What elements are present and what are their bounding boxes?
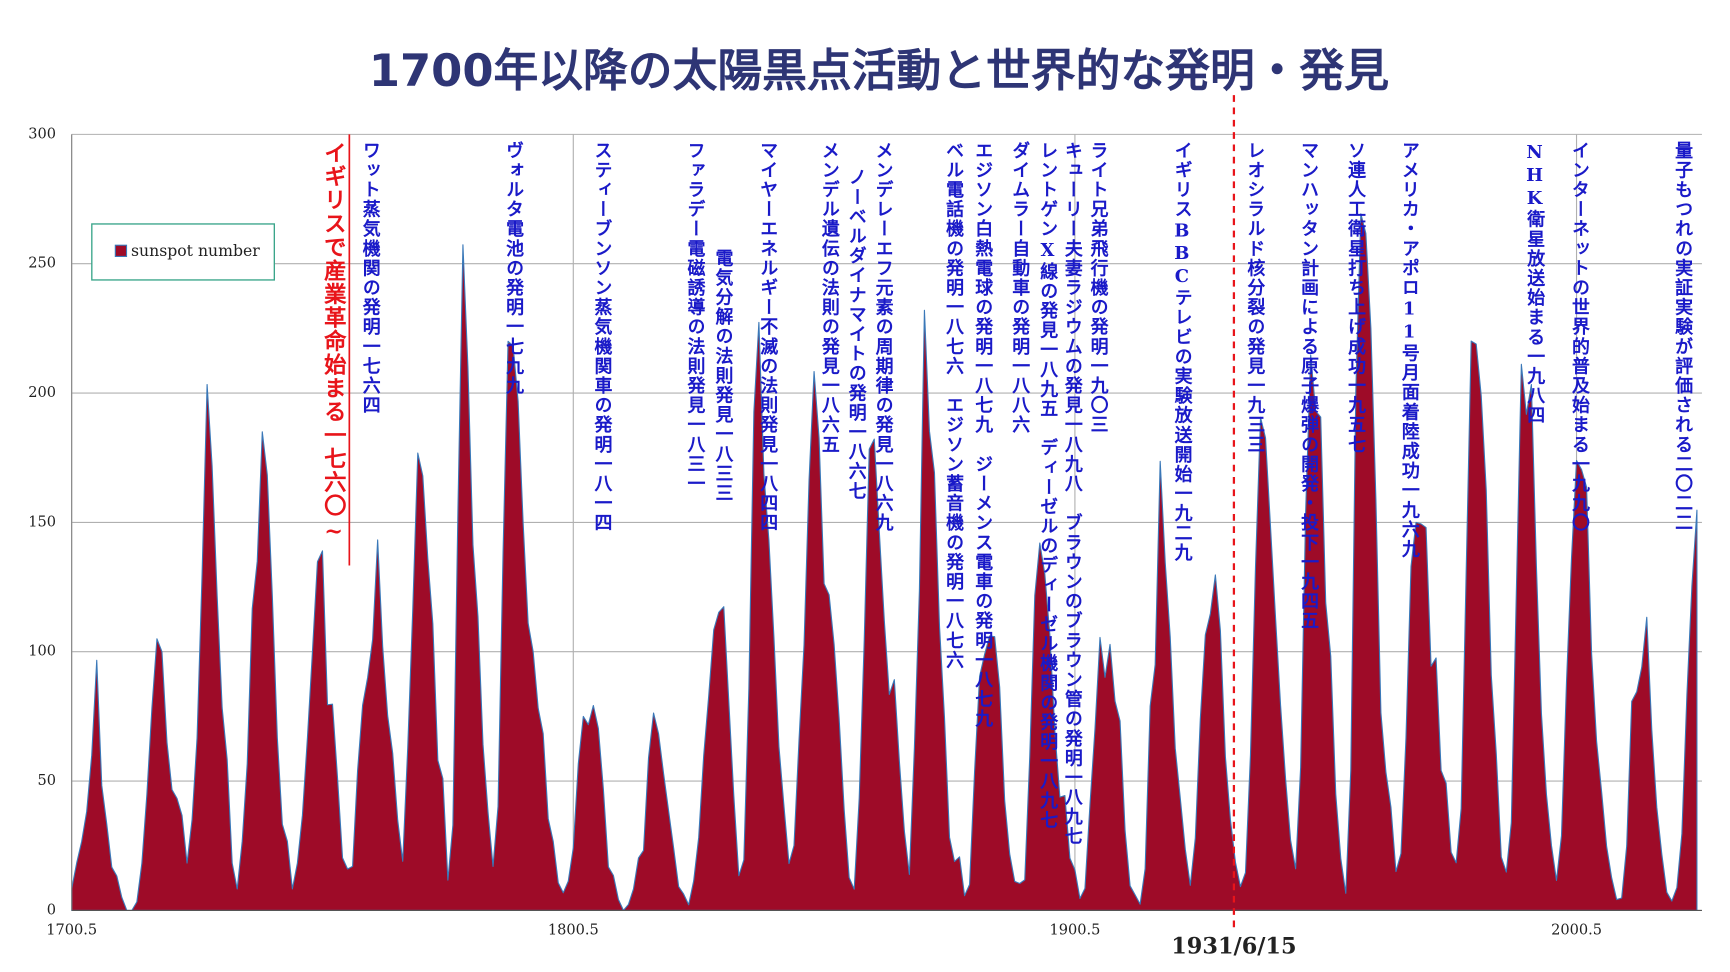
annotation: ライト兄弟飛行機の発明一九〇三: [1087, 141, 1109, 436]
annotation: イギリスBBCテレビの実験放送開始一九二九: [1171, 141, 1193, 563]
legend-label: sunspot number: [131, 241, 260, 260]
y-tick-label: 150: [28, 513, 56, 530]
annotation: イギリスで産業革命始まる一七六〇~: [320, 141, 348, 546]
y-tick-label: 200: [28, 384, 56, 401]
y-tick-label: 100: [28, 643, 56, 660]
annotation: ワット蒸気機関の発明一七六四: [359, 141, 381, 416]
annotation: インターネットの世界的普及始まる一九九〇: [1568, 141, 1590, 534]
x-tick-label: 1800.5: [548, 922, 599, 939]
chart-title: 1700年以降の太陽黒点活動と世界的な発明・発見: [369, 44, 1389, 97]
annotation: NHK衛星放送始まる一九八四: [1523, 141, 1546, 426]
annotation: 量子もつれの実証実験が評価される二〇二二: [1671, 141, 1693, 534]
x-tick-label: 1700.5: [46, 922, 97, 939]
annotation: ファラデー電磁誘導の法則発見一八三一: [684, 141, 706, 494]
annotation: エジソン白熱電球の発明一八七九 ジーメンス電車の発明一八七九: [971, 141, 994, 729]
y-tick-label: 0: [47, 901, 56, 918]
annotation: ソ連人工衛星打ち上げ成功一九五七: [1344, 141, 1367, 455]
annotation: メンデレーエフ元素の周期律の発見一八六九: [872, 141, 894, 534]
annotation: ダイムラー自動車の発明一八八六: [1008, 141, 1031, 436]
area: [71, 213, 1698, 911]
y-tick-label: 50: [37, 772, 56, 789]
y-tick-label: 300: [28, 125, 56, 142]
annotation: アメリカ・アポロ11号月面着陸成功一九六九: [1398, 141, 1420, 560]
annotation: 電気分解の法則発見一八三三: [712, 248, 734, 504]
annotation: レオシラルド核分裂の発見一九三三: [1243, 141, 1266, 455]
annotation: ノーベルダイナマイトの発明一八六七: [845, 167, 867, 502]
y-tick-label: 250: [28, 255, 56, 272]
x-tick-label: 1900.5: [1049, 922, 1100, 939]
annotation: キューリー夫妻ラジウムの発見一八九八 ブラウンのブラウン管の発明一八九七: [1061, 141, 1083, 847]
annotation: マンハッタン計画による原子爆弾の開発・投下一九四五: [1297, 141, 1320, 632]
marker-label: 1931/6/15: [1171, 933, 1296, 959]
annotation: スティーブンソン蒸気機関車の発明一八一四: [591, 141, 613, 534]
annotation: レントゲンX線の発見一八九五 ディーゼルのディーゼル機関の発明一八九七: [1036, 141, 1059, 831]
annotation: マイヤーエネルギー不滅の法則発見一八四四: [756, 141, 779, 534]
annotation: ベル電話機の発明一八七六 エジソン蓄音機の発明一八七六: [942, 141, 965, 671]
annotation: ヴォルタ電池の発明一七九九: [502, 141, 525, 396]
x-tick-label: 2000.5: [1551, 922, 1602, 939]
legend-swatch: [114, 244, 128, 257]
annotation: メンデル遺伝の法則の発見一八六五: [818, 141, 840, 455]
